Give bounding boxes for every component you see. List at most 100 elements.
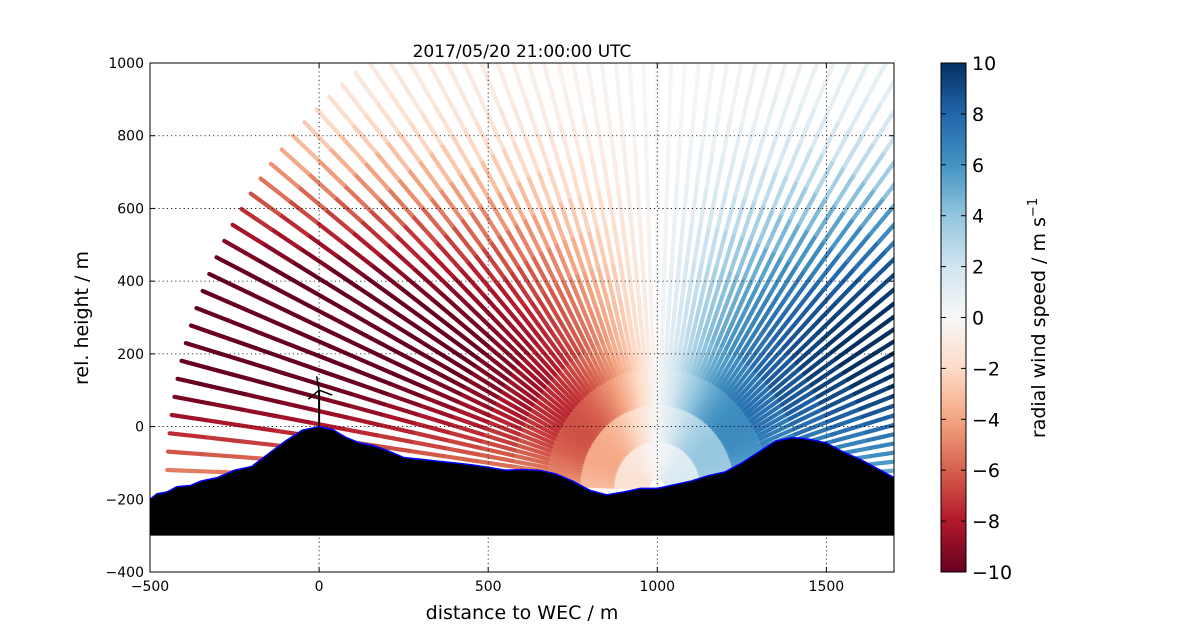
scan-segment <box>852 376 889 396</box>
scan-segment <box>838 223 865 257</box>
scan-segment <box>789 406 826 426</box>
scan-segment <box>434 360 469 382</box>
scan-segment <box>642 291 650 333</box>
scan-ray <box>207 271 651 486</box>
scan-segment <box>566 411 598 439</box>
scan-segment <box>515 178 535 216</box>
scan-segment <box>497 65 515 105</box>
scan-segment <box>1077 437 1111 441</box>
scan-segment <box>528 298 553 333</box>
scan-segment <box>904 435 938 441</box>
scan-segment <box>525 173 544 211</box>
scan-segment <box>472 363 506 387</box>
scan-segment <box>245 376 284 390</box>
scan-segment <box>494 394 530 417</box>
scan-segment <box>878 76 894 107</box>
scan-segment <box>279 147 310 176</box>
scan-segment <box>452 328 485 354</box>
scan-segment <box>348 391 386 407</box>
y-tick-label: 0 <box>135 420 144 436</box>
scan-segment <box>581 307 600 346</box>
scan-segment <box>867 441 894 451</box>
scan-segment <box>731 6 737 42</box>
scan-segment <box>883 372 894 381</box>
scan-segment <box>866 63 888 98</box>
scan-segment <box>728 233 746 273</box>
scan-segment <box>376 252 409 280</box>
scan-segment <box>711 265 727 305</box>
scan-segment <box>745 9 752 45</box>
scan-segment <box>332 194 363 223</box>
scan-segment <box>619 332 633 373</box>
scan-segment <box>907 467 941 470</box>
colorbar-label-text: radial wind speed / m s <box>1028 217 1050 438</box>
scan-segment <box>537 248 559 286</box>
scan-segment <box>906 456 940 460</box>
scan-segment <box>827 414 865 431</box>
scan-segment <box>327 145 356 176</box>
scan-segment <box>511 139 530 178</box>
scan-segment <box>715 408 747 437</box>
scan-segment <box>660 365 668 406</box>
scan-segment <box>694 381 716 418</box>
scan-segment <box>723 425 758 449</box>
scan-segment <box>647 365 654 406</box>
scan-segment <box>751 289 774 325</box>
scan-segment <box>892 256 894 262</box>
scan-segment <box>239 407 278 419</box>
scan-segment <box>522 258 545 294</box>
scan-segment <box>862 413 894 427</box>
scan-segment <box>332 331 369 352</box>
scan-segment <box>306 303 342 324</box>
scan-segment <box>305 232 339 258</box>
scan-segment <box>764 90 780 130</box>
scan-segment <box>771 308 799 341</box>
scan-segment <box>727 364 755 398</box>
scan-segment <box>349 229 382 257</box>
scan-segment <box>183 341 221 356</box>
scan-segment <box>692 71 700 113</box>
scan-segment <box>729 444 766 462</box>
scan-segment <box>784 139 804 178</box>
scan-segment <box>1048 305 1080 319</box>
scan-segment <box>506 0 517 22</box>
scan-segment <box>776 313 804 346</box>
scan-segment <box>438 140 462 176</box>
scan-segment <box>1054 321 1086 334</box>
scan-segment <box>617 257 628 299</box>
scan-segment <box>605 185 616 226</box>
scan-segment <box>779 178 800 216</box>
scan-segment <box>374 433 413 444</box>
scan-segment <box>680 294 691 335</box>
scan-segment <box>788 274 814 308</box>
scan-segment <box>701 388 726 422</box>
scan-segment <box>771 366 803 393</box>
scan-segment <box>780 221 802 258</box>
scan-segment <box>617 295 629 336</box>
scan-segment <box>826 63 836 77</box>
scan-segment <box>746 393 779 419</box>
x-axis: −500 0 500 1000 1500 <box>131 63 844 595</box>
scan-segment <box>815 251 843 285</box>
scan-segment <box>535 168 553 207</box>
scan-segment <box>640 254 647 296</box>
scan-segment <box>322 207 355 234</box>
scan-segment <box>853 63 871 91</box>
scan-segment <box>715 189 729 230</box>
scan-segment <box>815 306 846 336</box>
scan-segment <box>670 217 677 259</box>
scan-segment <box>860 101 883 138</box>
scan-segment <box>511 63 527 100</box>
scan-segment <box>222 238 257 261</box>
scan-segment <box>668 366 680 408</box>
scan-segment <box>416 158 442 192</box>
scan-segment <box>680 256 690 298</box>
scan-segment <box>628 70 635 112</box>
scan-segment <box>172 394 211 406</box>
scan-segment <box>469 306 499 336</box>
scan-segment <box>392 232 423 262</box>
scan-segment <box>663 180 670 222</box>
scan-segment <box>312 394 350 408</box>
scan-segment <box>581 114 594 156</box>
scan-segment <box>458 7 472 41</box>
